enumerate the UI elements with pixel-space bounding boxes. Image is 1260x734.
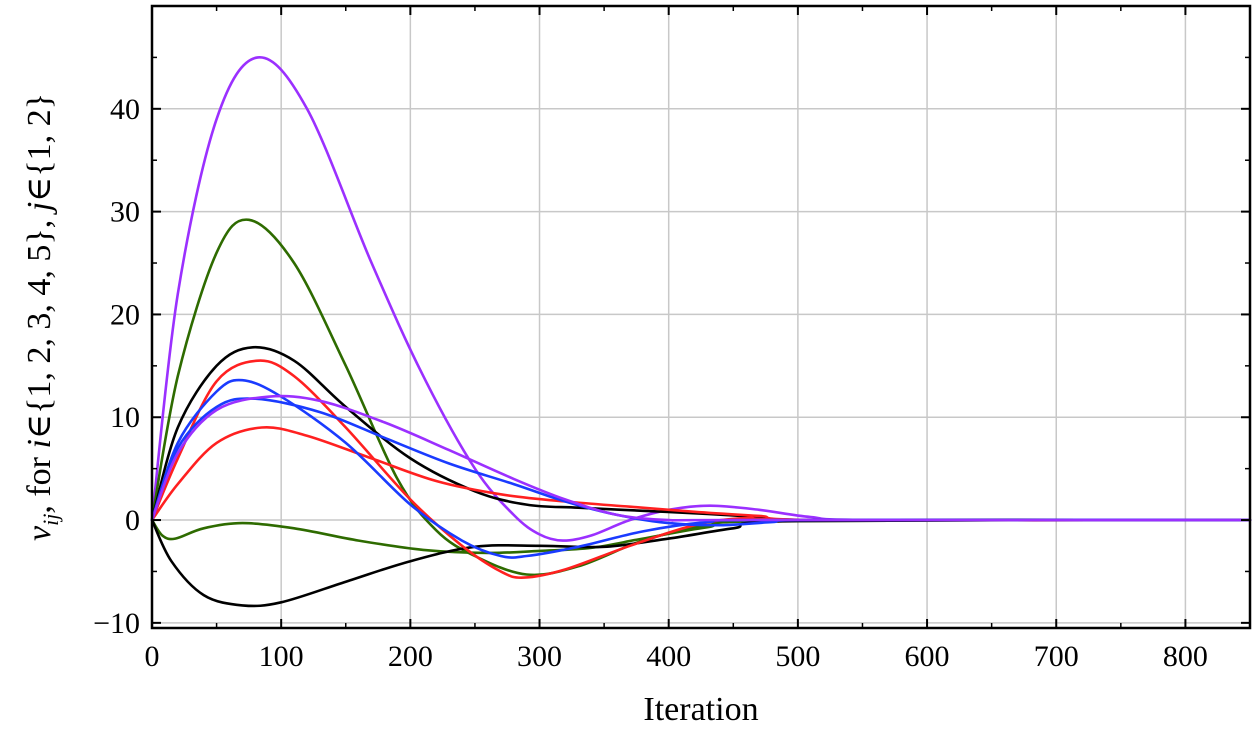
y-axis-label-sub: ij [38,514,63,526]
x-tick-label: 800 [1163,640,1208,673]
axis-ticks [151,6,1251,628]
y-axis-label: vij, for i∈{1, 2, 3, 4, 5}, j∈{1, 2} [21,93,63,541]
x-axis-label: Iteration [643,691,758,728]
y-axis-label-iset: ∈{1, 2, 3, 4, 5}, [21,211,58,439]
plot-frame [150,4,1252,630]
series-line-8 [150,378,1252,559]
x-tick-labels: 0 100 200 300 400 500 600 700 800 [145,640,1208,673]
x-tick-label: 700 [1034,640,1079,673]
x-tick-label: 500 [775,640,820,673]
y-axis-label-i: i [21,439,58,448]
series-line-1 [150,56,1252,542]
x-tick-label: 0 [145,640,160,673]
y-axis-label-j: j [21,202,58,215]
y-axis-label-v: v [21,525,58,541]
x-tick-label: 200 [388,640,433,673]
y-axis-label-for: , for [21,449,58,514]
x-tick-label: 300 [517,640,562,673]
y-axis-label-jset: ∈{1, 2} [21,93,58,202]
y-tick-label: 20 [110,298,140,331]
series-line-4 [150,345,1252,522]
grid-lines [152,6,1250,628]
series-line-6 [150,359,1252,579]
y-tick-labels: −10 0 10 20 30 40 [93,93,140,640]
y-tick-label: 40 [110,93,140,126]
series-line-10 [150,394,1252,522]
x-tick-label: 600 [905,640,950,673]
x-tick-label: 400 [646,640,691,673]
y-tick-label: 10 [110,401,140,434]
series-group [150,56,1252,608]
series-line-3 [150,518,1252,555]
x-tick-label: 100 [259,640,304,673]
y-tick-label: −10 [93,607,140,640]
y-tick-label: 0 [125,504,140,537]
y-tick-label: 30 [110,196,140,229]
